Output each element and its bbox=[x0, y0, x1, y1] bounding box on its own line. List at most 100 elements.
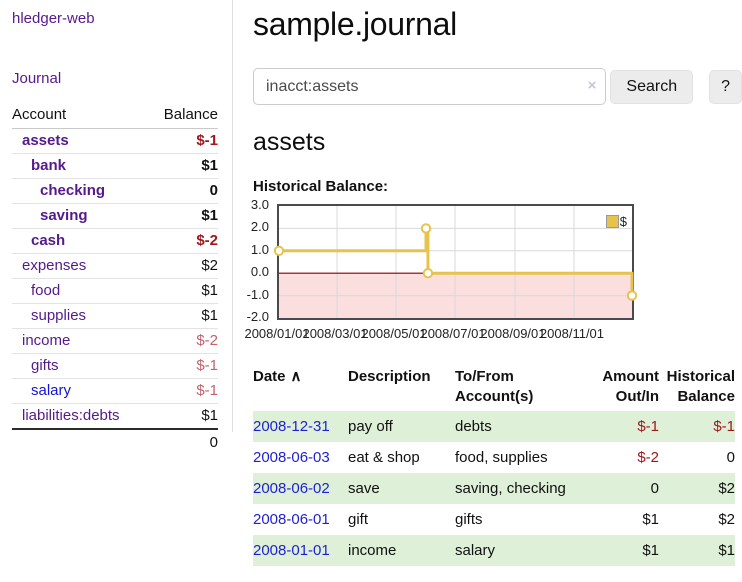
accounts-total: 0 bbox=[148, 428, 218, 455]
x-tick-label: 2008/11/01 bbox=[539, 326, 605, 341]
register-header-balance: Historical Balance bbox=[666, 368, 735, 405]
sort-ascending-icon[interactable]: ∧ bbox=[290, 368, 302, 385]
transaction-balance: $-1 bbox=[713, 418, 735, 435]
sidebar: hledger-web Journal Account Balance asse… bbox=[0, 0, 233, 455]
accounts-table: Account Balance assets $-1 bank $1 check… bbox=[12, 102, 218, 455]
page-title: sample.journal bbox=[253, 6, 457, 42]
search-input[interactable] bbox=[253, 68, 607, 105]
sidebar-item-saving[interactable]: saving bbox=[40, 207, 88, 224]
x-tick-label: 2008/01/01 bbox=[244, 326, 310, 341]
y-tick-label: 0.0 bbox=[250, 264, 269, 280]
account-row: bank $1 bbox=[12, 153, 218, 179]
sidebar-item-journal[interactable]: Journal bbox=[12, 70, 62, 87]
accounts-header-row: Account Balance bbox=[12, 102, 218, 129]
account-balance: $1 bbox=[148, 203, 218, 229]
search-button[interactable]: Search bbox=[610, 69, 694, 104]
sidebar-item-food[interactable]: food bbox=[31, 282, 61, 299]
account-balance: $1 bbox=[148, 153, 218, 179]
y-tick-label: -2.0 bbox=[246, 309, 269, 324]
transaction-amount: $1 bbox=[642, 542, 659, 559]
legend-swatch-icon bbox=[605, 215, 619, 228]
sidebar-item-assets[interactable]: assets bbox=[22, 132, 69, 149]
account-row: income $-2 bbox=[12, 328, 218, 354]
clear-search-icon[interactable]: × bbox=[587, 77, 597, 94]
transaction-date-link[interactable]: 2008-06-02 bbox=[253, 480, 330, 497]
account-row: food $1 bbox=[12, 278, 218, 304]
register-header-date[interactable]: Date ∧ bbox=[253, 363, 348, 411]
chart-legend: $ bbox=[605, 214, 627, 229]
account-row: supplies $1 bbox=[12, 303, 218, 329]
historical-balance-chart: $ 3.0 2.0 1.0 0.0 -1.0 -2.0 2008/01/01 2008/03… bbox=[244, 197, 742, 346]
y-tick-label: 2.0 bbox=[250, 219, 269, 235]
sidebar-item-cash[interactable]: cash bbox=[31, 232, 66, 249]
transaction-balance: $1 bbox=[718, 542, 735, 559]
x-tick-label: 2008/05/01 bbox=[361, 326, 427, 341]
date-header-label: Date bbox=[253, 368, 286, 385]
account-balance: $-1 bbox=[148, 128, 218, 154]
transaction-amount: $-1 bbox=[637, 418, 659, 435]
accounts-header-balance: Balance bbox=[148, 102, 218, 129]
chart-title: Historical Balance: bbox=[253, 178, 389, 195]
y-tick-label: 1.0 bbox=[250, 241, 269, 257]
sidebar-item-bank[interactable]: bank bbox=[31, 157, 67, 174]
transaction-row: 2008-12-31 pay off debts $-1 $-1 bbox=[253, 411, 735, 442]
transaction-balance: $2 bbox=[718, 480, 735, 497]
transaction-date-link[interactable]: 2008-06-03 bbox=[253, 449, 330, 466]
account-row: expenses $2 bbox=[12, 253, 218, 279]
transaction-accounts: salary bbox=[455, 542, 496, 559]
account-balance: $2 bbox=[148, 253, 218, 279]
sidebar-item-supplies[interactable]: supplies bbox=[31, 307, 87, 324]
y-tick-label: 3.0 bbox=[250, 197, 269, 212]
transaction-row: 2008-01-01 income salary $1 $1 bbox=[253, 535, 735, 566]
account-row: gifts $-1 bbox=[12, 353, 218, 379]
sidebar-item-liabilities-debts[interactable]: liabilities:debts bbox=[22, 407, 120, 424]
x-tick-label: 2008/07/01 bbox=[420, 326, 486, 341]
app-title-link[interactable]: hledger-web bbox=[12, 10, 95, 27]
account-balance: $-1 bbox=[148, 353, 218, 379]
y-tick-label: -1.0 bbox=[246, 286, 269, 302]
sidebar-item-checking[interactable]: checking bbox=[40, 182, 106, 199]
search-form: × Search ? bbox=[253, 68, 742, 105]
account-row: liabilities:debts $1 bbox=[12, 403, 218, 430]
sidebar-item-income[interactable]: income bbox=[22, 332, 71, 349]
transaction-description: pay off bbox=[348, 418, 393, 435]
transaction-amount: $-2 bbox=[637, 449, 659, 466]
register-header-accounts: To/From Account(s) bbox=[455, 368, 534, 405]
account-balance: $-2 bbox=[148, 328, 218, 354]
sidebar-item-expenses[interactable]: expenses bbox=[22, 257, 87, 274]
sidebar-item-salary[interactable]: salary bbox=[31, 382, 72, 399]
transaction-row: 2008-06-03 eat & shop food, supplies $-2… bbox=[253, 442, 735, 473]
transaction-description: gift bbox=[348, 511, 369, 528]
transaction-row: 2008-06-01 gift gifts $1 $2 bbox=[253, 504, 735, 535]
transaction-accounts: debts bbox=[455, 418, 492, 435]
chart-canvas bbox=[273, 206, 638, 318]
transaction-description: eat & shop bbox=[348, 449, 420, 466]
account-balance: $1 bbox=[148, 303, 218, 329]
account-balance: $-1 bbox=[148, 378, 218, 404]
transaction-date-link[interactable]: 2008-06-01 bbox=[253, 511, 330, 528]
accounts-total-row: 0 bbox=[12, 428, 218, 455]
x-tick-label: 2008/09/01 bbox=[480, 326, 546, 341]
accounts-header-account: Account bbox=[12, 102, 149, 129]
account-row: checking 0 bbox=[12, 178, 218, 204]
account-balance: $1 bbox=[148, 278, 218, 304]
transaction-description: save bbox=[348, 480, 380, 497]
transaction-description: income bbox=[348, 542, 397, 559]
transaction-balance: 0 bbox=[726, 449, 735, 466]
account-balance: $1 bbox=[148, 403, 218, 430]
chart-x-axis: 2008/01/01 2008/03/01 2008/05/01 2008/07/01… bbox=[244, 326, 634, 344]
transaction-accounts: saving, checking bbox=[455, 480, 566, 497]
help-button[interactable]: ? bbox=[709, 69, 742, 104]
account-row: saving $1 bbox=[12, 203, 218, 229]
transaction-accounts: gifts bbox=[455, 511, 483, 528]
chart-y-axis: 3.0 2.0 1.0 0.0 -1.0 -2.0 bbox=[241, 197, 273, 324]
register-header-amount: Amount Out/In bbox=[602, 368, 659, 405]
sidebar-item-gifts[interactable]: gifts bbox=[31, 357, 59, 374]
x-tick-label: 2008/03/01 bbox=[302, 326, 368, 341]
account-balance: $-2 bbox=[148, 228, 218, 254]
transaction-balance: $2 bbox=[718, 511, 735, 528]
register-header-row: Date ∧ Description To/From Account(s) Amo… bbox=[253, 363, 735, 411]
transaction-date-link[interactable]: 2008-12-31 bbox=[253, 418, 330, 435]
transaction-date-link[interactable]: 2008-01-01 bbox=[253, 542, 330, 559]
register-table: Date ∧ Description To/From Account(s) Amo… bbox=[253, 363, 735, 566]
